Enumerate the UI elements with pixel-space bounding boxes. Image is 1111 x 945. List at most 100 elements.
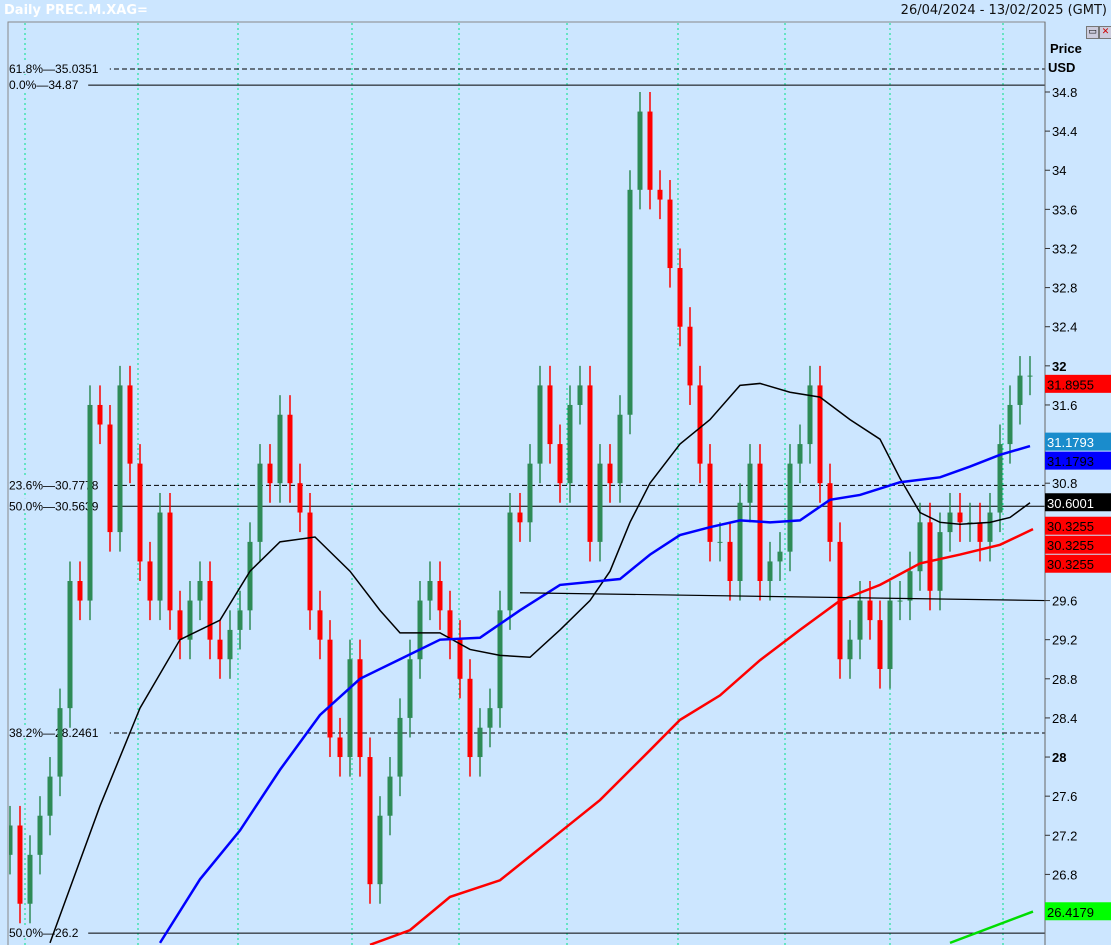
candle-body [77, 581, 83, 601]
candle-body [227, 629, 233, 660]
candle-body [347, 659, 353, 758]
candle-body [487, 708, 493, 728]
fib-label-bg [9, 77, 89, 91]
candle-body [577, 385, 583, 405]
y-tick-label: 32.8 [1052, 281, 1077, 296]
candle-body [97, 404, 103, 425]
trendline [519, 592, 1045, 602]
moving-average-line [369, 528, 1034, 945]
candle-body [857, 600, 863, 640]
candle-body [497, 610, 503, 709]
y-tick-label: 30.8 [1052, 476, 1077, 491]
price-badge [1045, 516, 1111, 535]
candle-body [277, 414, 283, 484]
candle-body [817, 385, 823, 484]
candle-body [457, 639, 463, 679]
candle-body [117, 385, 123, 533]
candle-body [207, 581, 213, 640]
candle-body [187, 600, 193, 640]
candle-body [287, 414, 293, 484]
candle-body [897, 600, 903, 602]
candle-body [157, 512, 163, 601]
candle-body [57, 708, 63, 777]
y-tick-label: 29.2 [1052, 633, 1077, 648]
fib-label: 61.8%—35.0351 [9, 62, 99, 76]
candle-body [597, 463, 603, 542]
price-badge-label: 30.6001 [1047, 496, 1094, 511]
candle-body [917, 522, 923, 572]
fib-label: 0.0%—34.87 [9, 78, 79, 92]
y-tick-label: 34.8 [1052, 85, 1077, 100]
price-badge-label: 26.4179 [1047, 905, 1094, 920]
moving-average-line [158, 444, 1031, 944]
candle-body [727, 541, 733, 581]
candle-body [737, 502, 743, 581]
moving-average-line [49, 382, 1031, 944]
fib-label-bg [9, 498, 110, 512]
candle-body [557, 444, 563, 484]
candle-body [197, 581, 203, 601]
y-tick-label: 32 [1052, 359, 1066, 374]
candle-body [567, 404, 573, 484]
y-tick-label: 32.4 [1052, 320, 1077, 335]
candle-body [437, 581, 443, 611]
candle-body [127, 385, 133, 464]
candle-body [27, 854, 33, 904]
candle-body [67, 581, 73, 709]
candle-body [307, 512, 313, 611]
candle-body [697, 385, 703, 464]
fib-label-bg [9, 925, 89, 939]
candle-body [177, 610, 183, 640]
candle-body [937, 532, 943, 591]
candle-body [9, 825, 13, 855]
candle-body [167, 512, 173, 611]
y-tick-label: 28.8 [1052, 672, 1077, 687]
candle-body [427, 581, 433, 601]
candle-body [887, 600, 893, 670]
candle-body [357, 659, 363, 758]
candle-body [977, 522, 983, 542]
price-badge [1045, 374, 1111, 393]
price-badge [1045, 554, 1111, 573]
y-tick-label: 28 [1052, 750, 1066, 765]
axis-label-unit: USD [1048, 60, 1075, 75]
candle-body [867, 600, 873, 621]
price-badge [1045, 451, 1111, 470]
candle-body [617, 414, 623, 484]
candle-body [217, 639, 223, 660]
candle-body [907, 571, 913, 601]
candle-body [607, 463, 613, 484]
restore-button[interactable]: ▭ [1086, 26, 1099, 39]
y-tick-label: 29.6 [1052, 594, 1077, 609]
candle-body [417, 600, 423, 660]
candle-body [477, 727, 483, 758]
y-tick-label: 31.6 [1052, 398, 1077, 413]
y-tick-label: 33.6 [1052, 202, 1077, 217]
candle-body [637, 111, 643, 190]
axis-label-price: Price [1050, 41, 1082, 56]
candle-body [807, 385, 813, 445]
fib-label: 23.6%—30.7778 [9, 478, 99, 492]
candle-body [327, 639, 333, 738]
candle-body [507, 512, 513, 611]
y-tick-label: 27.2 [1052, 828, 1077, 843]
candle-body [47, 776, 53, 816]
close-button[interactable]: ✕ [1099, 26, 1111, 39]
candle-body [447, 610, 453, 640]
candle-body [527, 463, 533, 523]
price-badge [1045, 432, 1111, 451]
candle-body [687, 326, 693, 386]
candle-body [407, 659, 413, 718]
candle-body [627, 189, 633, 415]
candle-body [147, 561, 153, 601]
candle-body [997, 444, 1003, 513]
candle-body [247, 541, 253, 611]
candle-body [537, 385, 543, 464]
candle-body [877, 620, 883, 670]
candle-body [647, 111, 653, 190]
y-tick-label: 28.4 [1052, 711, 1077, 726]
candle-body [707, 463, 713, 542]
y-tick-label: 26.8 [1052, 867, 1077, 882]
candle-body [377, 815, 383, 885]
